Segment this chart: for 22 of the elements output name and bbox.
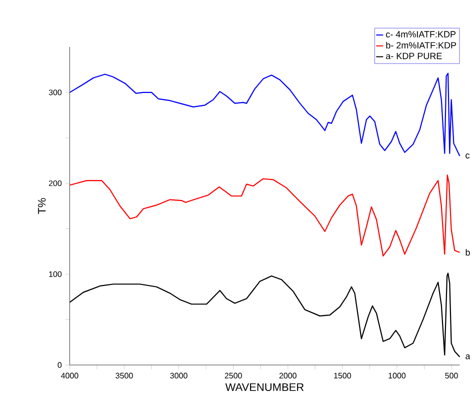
x-tick-label: 4000 bbox=[60, 372, 78, 378]
x-tick-label: 2500 bbox=[224, 372, 242, 378]
legend-label: a- KDP PURE bbox=[386, 52, 442, 60]
text: b bbox=[466, 249, 470, 256]
x-tick-label: 500 bbox=[445, 372, 458, 378]
legend-label: b- 2m%IATF:KDP bbox=[386, 42, 456, 48]
y-tick-label: 100 bbox=[49, 271, 62, 277]
text: c bbox=[466, 154, 470, 158]
x-tick-label: 1500 bbox=[334, 372, 352, 378]
y-axis-title: T% bbox=[38, 198, 46, 214]
y-tick-label: 0 bbox=[58, 362, 62, 368]
x-tick-label: 2000 bbox=[279, 372, 296, 378]
y-tick-label: 200 bbox=[48, 180, 62, 186]
x-tick-label: 3500 bbox=[116, 372, 133, 378]
line-series bbox=[69, 174, 460, 257]
y-tick-label: 300 bbox=[48, 90, 62, 96]
line-series bbox=[69, 72, 460, 157]
x-tick-label: 3000 bbox=[170, 372, 188, 378]
legend-label: c- 4m%IATF:KDP bbox=[386, 31, 456, 38]
x-tick-label: 1000 bbox=[388, 372, 406, 378]
text: a bbox=[466, 354, 470, 360]
x-axis-title: WAVENUMBER bbox=[225, 383, 304, 392]
